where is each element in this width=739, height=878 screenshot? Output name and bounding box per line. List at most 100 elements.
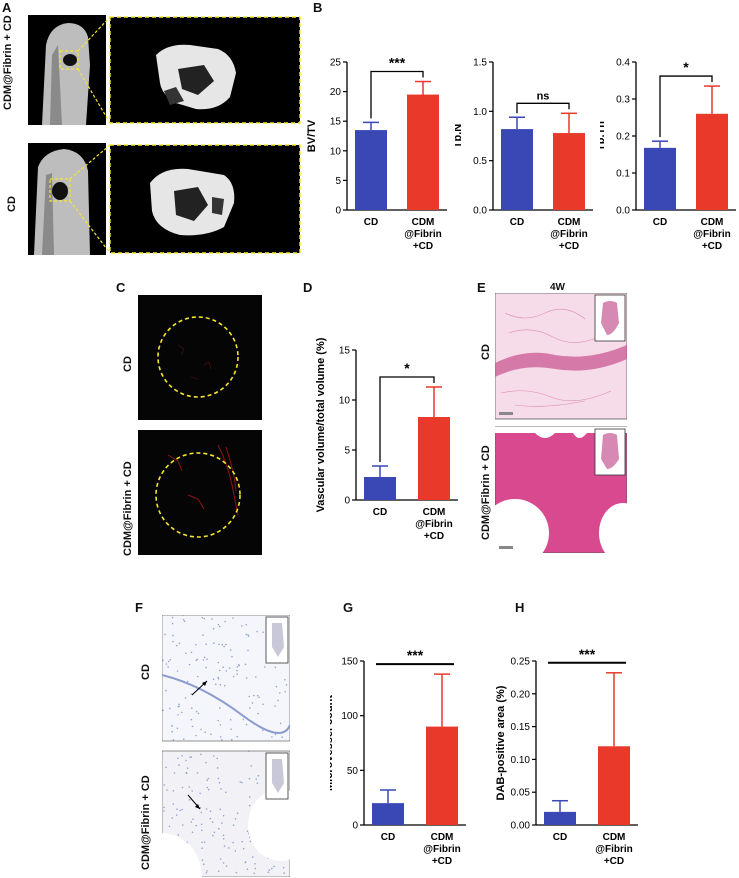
stain-speck (220, 788, 222, 790)
y-tick-label: 5 (335, 176, 341, 187)
y-axis-label: Tb.N (455, 124, 464, 148)
panel-letter-c: C (116, 280, 126, 295)
stain-speck (185, 652, 187, 655)
stain-speck (248, 804, 251, 807)
stain-speck (284, 679, 286, 681)
y-tick-label: 15 (330, 117, 342, 128)
significance-label: *** (579, 646, 596, 662)
stain-speck (217, 719, 219, 722)
stain-speck (279, 692, 281, 694)
stain-speck (217, 777, 220, 780)
stain-speck (211, 618, 213, 620)
stain-speck (255, 778, 257, 780)
stain-speck (244, 861, 247, 864)
stain-speck (275, 685, 278, 688)
stain-speck (245, 723, 248, 726)
stain-speck (213, 831, 216, 834)
bar-cd (544, 811, 576, 825)
stain-speck (251, 702, 254, 704)
stain-speck (232, 824, 235, 826)
y-tick-label: 1.5 (473, 58, 487, 69)
stain-speck (232, 675, 235, 678)
stain-speck (218, 781, 221, 784)
stain-speck (172, 634, 174, 637)
y-tick-label: 25 (330, 58, 342, 69)
stain-speck (249, 707, 251, 709)
y-tick-label: 0 (344, 496, 350, 507)
stain-speck (249, 840, 252, 843)
stain-speck (203, 656, 206, 659)
bar-cdm-fibrin-cd (407, 94, 439, 210)
stain-speck (258, 696, 260, 699)
stain-speck (181, 786, 184, 789)
stain-speck (231, 738, 233, 741)
stain-speck (244, 663, 247, 666)
stain-speck (219, 808, 222, 811)
panel-letter-e: E (477, 280, 486, 295)
significance-label: *** (389, 55, 406, 71)
panel-letter-g: G (343, 600, 354, 615)
stain-speck (167, 660, 170, 663)
y-tick-label: 50 (347, 766, 359, 777)
stain-speck (267, 871, 270, 874)
x-tick-label: CDM @Fibrin +CD (423, 832, 461, 867)
y-axis-label: DAB-positive area (%) (495, 685, 507, 800)
stain-speck (169, 659, 171, 661)
x-tick-label: CD (510, 217, 524, 228)
stain-speck (279, 722, 282, 725)
bar-chart-tb-n: 0.0 0.5 1.0 1.5 Tb.N CD CDM @Fibrin +CD ns (455, 58, 593, 252)
stain-speck (178, 703, 180, 706)
stain-speck (256, 782, 259, 785)
stain-speck (217, 678, 220, 680)
stain-speck (284, 691, 286, 693)
stain-speck (221, 643, 224, 646)
stain-speck (268, 869, 271, 871)
y-axis-label: Tb.Th (600, 121, 607, 151)
y-tick-label: 0 (335, 206, 341, 217)
stain-speck (172, 803, 175, 805)
stain-speck (277, 699, 279, 702)
y-tick-label: 0.00 (511, 821, 531, 832)
stain-speck (172, 739, 175, 741)
stain-speck (205, 872, 208, 874)
stain-speck (196, 658, 199, 661)
bar-cdm-fibrin-cd (696, 113, 728, 210)
stain-speck (222, 814, 225, 817)
stain-speck (177, 757, 179, 760)
stain-speck (271, 736, 273, 738)
bar-cd (372, 803, 404, 825)
stain-speck (200, 753, 202, 756)
stain-speck (190, 756, 192, 758)
stain-speck (231, 655, 233, 658)
panel-e-title: 4W (550, 282, 565, 293)
x-tick-label: CDM @Fibrin +CD (693, 217, 731, 252)
stain-speck (262, 703, 264, 705)
stain-speck (207, 788, 210, 791)
bar-cd (501, 129, 533, 210)
bar-cd (355, 130, 387, 210)
stain-speck (192, 818, 194, 820)
bar-chart-vascular-volume: 0 5 10 15 Vascular volume/total volume (%) CD… (315, 337, 458, 542)
stain-speck (206, 779, 208, 781)
stain-speck (200, 728, 202, 731)
stain-speck (209, 810, 212, 813)
stain-speck (172, 640, 174, 643)
stain-speck (219, 707, 221, 709)
stain-speck (185, 772, 188, 775)
stain-speck (234, 818, 237, 820)
panel-f-row-label-bottom: CDM@Fibrin + CD (140, 775, 152, 870)
stain-speck (263, 666, 266, 668)
stain-speck (236, 669, 238, 672)
bar-cdm-fibrin-cd (553, 133, 585, 210)
stain-speck (248, 750, 250, 752)
stain-speck (171, 616, 174, 619)
y-axis-label: Vascular volume/total volume (%) (315, 337, 327, 512)
stain-speck (195, 734, 197, 737)
stain-speck (216, 757, 218, 760)
stain-speck (162, 659, 164, 662)
stain-speck (228, 667, 231, 669)
stain-speck (180, 711, 183, 714)
bar-cdm-fibrin-cd (426, 726, 458, 825)
stain-speck (245, 677, 248, 679)
stain-speck (223, 845, 226, 847)
